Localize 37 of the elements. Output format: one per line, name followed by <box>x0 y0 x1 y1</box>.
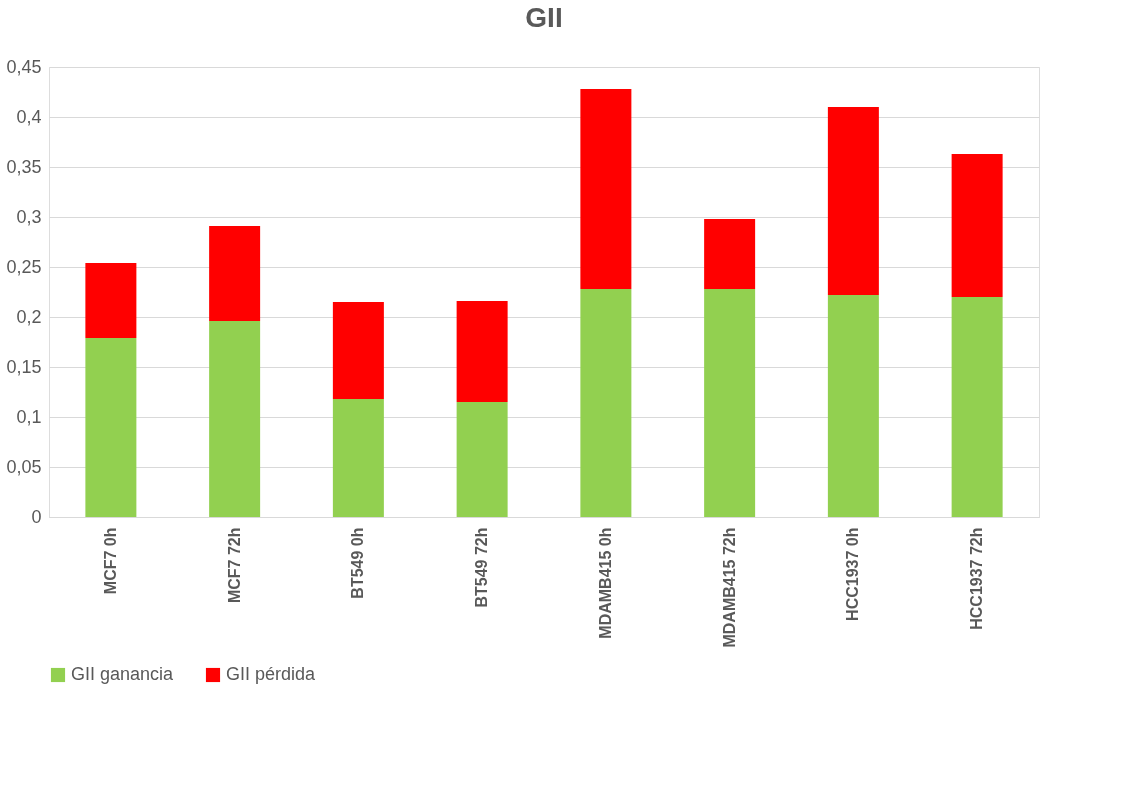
y-tick-label: 0,05 <box>6 456 42 477</box>
bar <box>951 154 1003 297</box>
x-tick-label: BT549 0h <box>349 527 367 599</box>
bar <box>456 402 508 517</box>
bar <box>827 295 879 517</box>
x-tick-label: BT549 72h <box>473 527 491 608</box>
bar <box>332 399 384 517</box>
x-tick-label: HCC1937 72h <box>968 527 986 630</box>
bar <box>580 289 632 517</box>
y-tick-label: 0,3 <box>16 206 42 227</box>
x-tick-label: MCF7 72h <box>225 527 243 604</box>
bar <box>704 219 756 289</box>
bar <box>85 263 137 338</box>
x-tick-label: HCC1937 0h <box>844 527 862 621</box>
y-tick-label: 0 <box>31 506 42 527</box>
legend-label: GII ganancia <box>71 664 175 684</box>
bar <box>209 226 261 321</box>
bar <box>951 297 1003 517</box>
bar <box>580 89 632 289</box>
y-tick-label: 0,4 <box>16 106 42 127</box>
bar <box>827 107 879 295</box>
y-tick-label: 0,45 <box>6 56 42 77</box>
x-tick-label: MCF7 0h <box>101 527 119 595</box>
bar <box>332 302 384 399</box>
y-tick-label: 0,2 <box>16 306 42 327</box>
bar <box>209 321 261 517</box>
bar <box>456 301 508 402</box>
x-tick-label: MDAMB415 72h <box>720 527 738 648</box>
y-tick-label: 0,1 <box>16 406 42 427</box>
bar <box>85 338 137 517</box>
y-tick-label: 0,35 <box>6 156 42 177</box>
x-tick-label: MDAMB415 0h <box>596 527 614 639</box>
legend-label: GII pérdida <box>226 664 317 684</box>
y-tick-label: 0,15 <box>6 356 42 377</box>
chart-title: GII <box>525 2 563 33</box>
y-tick-label: 0,25 <box>6 256 42 277</box>
bar <box>704 289 756 517</box>
